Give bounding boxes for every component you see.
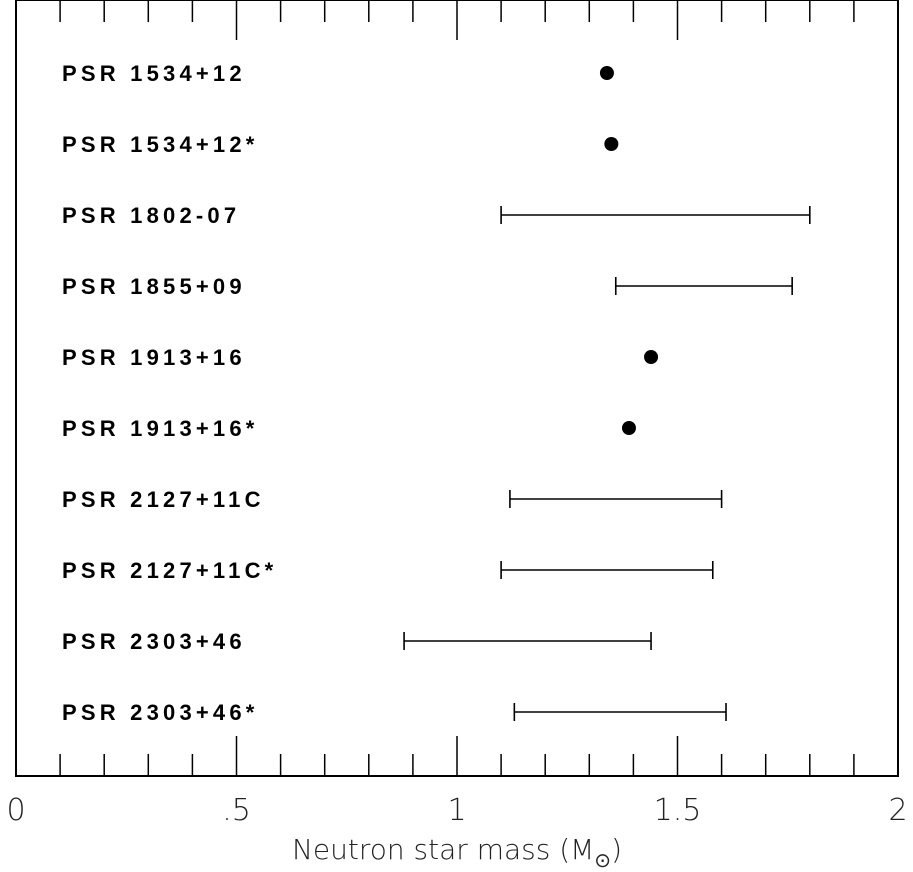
pulsar-label: PSR 1534+12* (62, 132, 259, 157)
mass-point (604, 137, 619, 151)
pulsar-label: PSR 1913+16 (62, 345, 246, 370)
plot-frame (15, 0, 899, 777)
pulsar-label: PSR 1534+12 (62, 61, 246, 86)
x-axis-label: Neutron star mass (M⊙) (292, 833, 622, 872)
solar-symbol: ⊙ (594, 848, 611, 872)
data-marks (403, 66, 811, 721)
axis-ticks (59, 0, 855, 776)
x-tick-label: 1 (447, 793, 466, 828)
pulsar-labels: PSR 1534+12 PSR 1534+12* PSR 1802-07 PSR 18… (62, 61, 277, 725)
mass-point (621, 421, 636, 435)
mass-point (599, 66, 614, 80)
pulsar-label: PSR 2303+46 (62, 629, 246, 654)
x-tick-label: 1.5 (654, 793, 702, 828)
pulsar-label: PSR 1802-07 (62, 203, 240, 228)
x-tick-label: 0 (6, 793, 25, 828)
pulsar-label: PSR 2303+46* (62, 700, 259, 725)
x-tick-label: .5 (222, 793, 251, 828)
mass-point (644, 350, 659, 364)
pulsar-label: PSR 2127+11C (62, 487, 265, 512)
x-tick-labels: 0 .5 1 1.5 2 (6, 793, 907, 828)
pulsar-label: PSR 1913+16* (62, 416, 259, 441)
x-tick-label: 2 (888, 793, 907, 828)
pulsar-label: PSR 1855+09 (62, 274, 246, 299)
pulsar-label: PSR 2127+11C* (62, 558, 277, 583)
